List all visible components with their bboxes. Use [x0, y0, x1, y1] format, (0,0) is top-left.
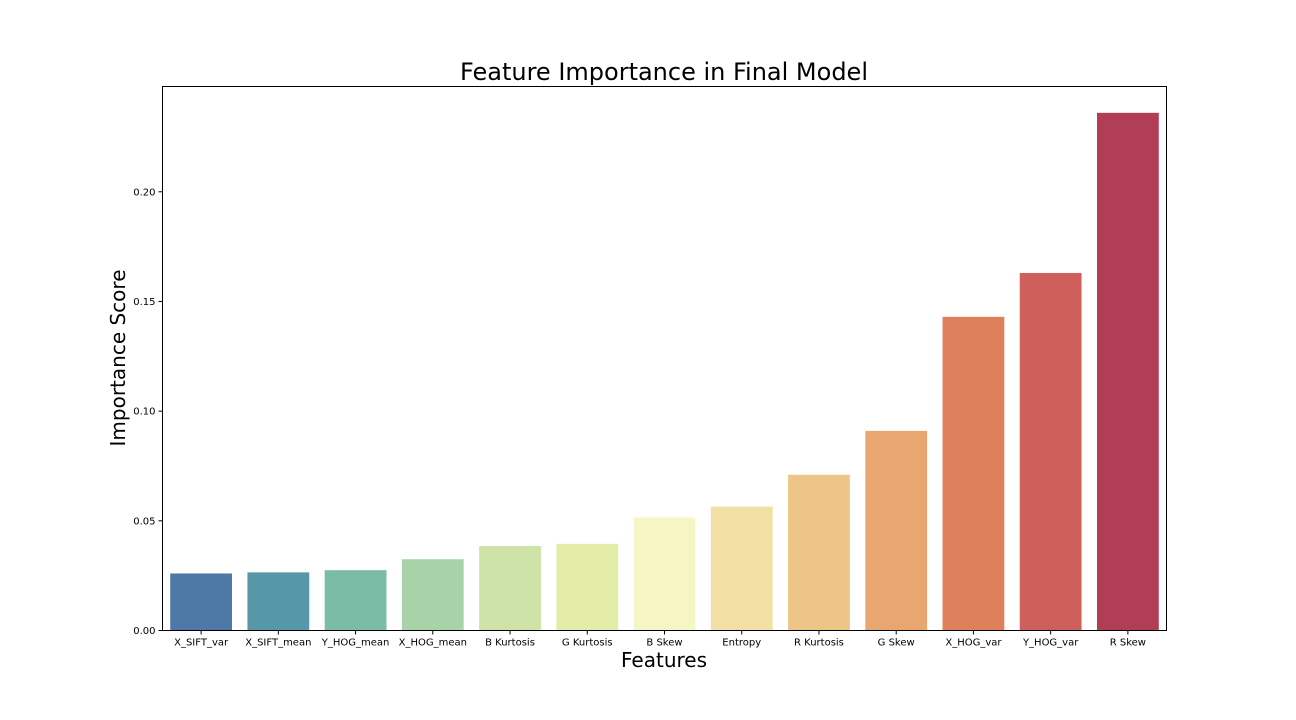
bar-10 — [942, 316, 1005, 631]
x-tick-label: B Skew — [646, 638, 682, 649]
bar-12 — [1096, 112, 1159, 631]
bar-4 — [479, 546, 541, 631]
bar-7 — [710, 506, 773, 631]
x-tick-label: X_SIFT_var — [174, 638, 229, 649]
x-tick-label: B Kurtosis — [485, 638, 535, 649]
y-axis-ticks: 0.00 0.05 0.10 0.15 0.20 — [133, 187, 163, 637]
plot-frame — [162, 86, 1167, 631]
y-tick-label: 0.15 — [133, 297, 155, 308]
bar-8 — [788, 474, 850, 631]
y-tick-label: 0.20 — [133, 187, 155, 198]
bar-3 — [401, 559, 464, 631]
x-axis-ticks: X_SIFT_var X_SIFT_mean Y_HOG_mean X_HOG_mea… — [174, 630, 1146, 649]
bar-9 — [865, 430, 928, 631]
x-tick-label: Y_HOG_var — [1022, 638, 1079, 649]
x-tick-label: Entropy — [722, 638, 761, 649]
x-tick-label: G Kurtosis — [562, 638, 613, 649]
bar-6 — [633, 517, 696, 631]
x-tick-label: X_HOG_var — [945, 638, 1002, 649]
x-tick-label: Y_HOG_mean — [321, 638, 390, 649]
bar-2 — [324, 570, 387, 631]
y-tick-label: 0.00 — [133, 626, 155, 637]
x-tick-label: X_HOG_mean — [399, 638, 467, 649]
y-tick-label: 0.05 — [133, 516, 155, 527]
x-axis-label: Features — [621, 648, 707, 672]
x-tick-label: R Kurtosis — [794, 638, 844, 649]
x-tick-label: R Skew — [1110, 638, 1146, 649]
bar-5 — [556, 543, 619, 631]
bar-11 — [1019, 272, 1082, 631]
x-tick-label: G Skew — [878, 638, 915, 649]
y-tick-label: 0.10 — [133, 407, 155, 418]
bars-group — [170, 112, 1159, 631]
bar-0 — [170, 573, 233, 631]
x-tick-label: X_SIFT_mean — [245, 638, 311, 649]
y-axis-label: Importance Score — [106, 270, 130, 447]
chart-title: Feature Importance in Final Model — [460, 58, 868, 86]
bar-1 — [247, 572, 310, 631]
